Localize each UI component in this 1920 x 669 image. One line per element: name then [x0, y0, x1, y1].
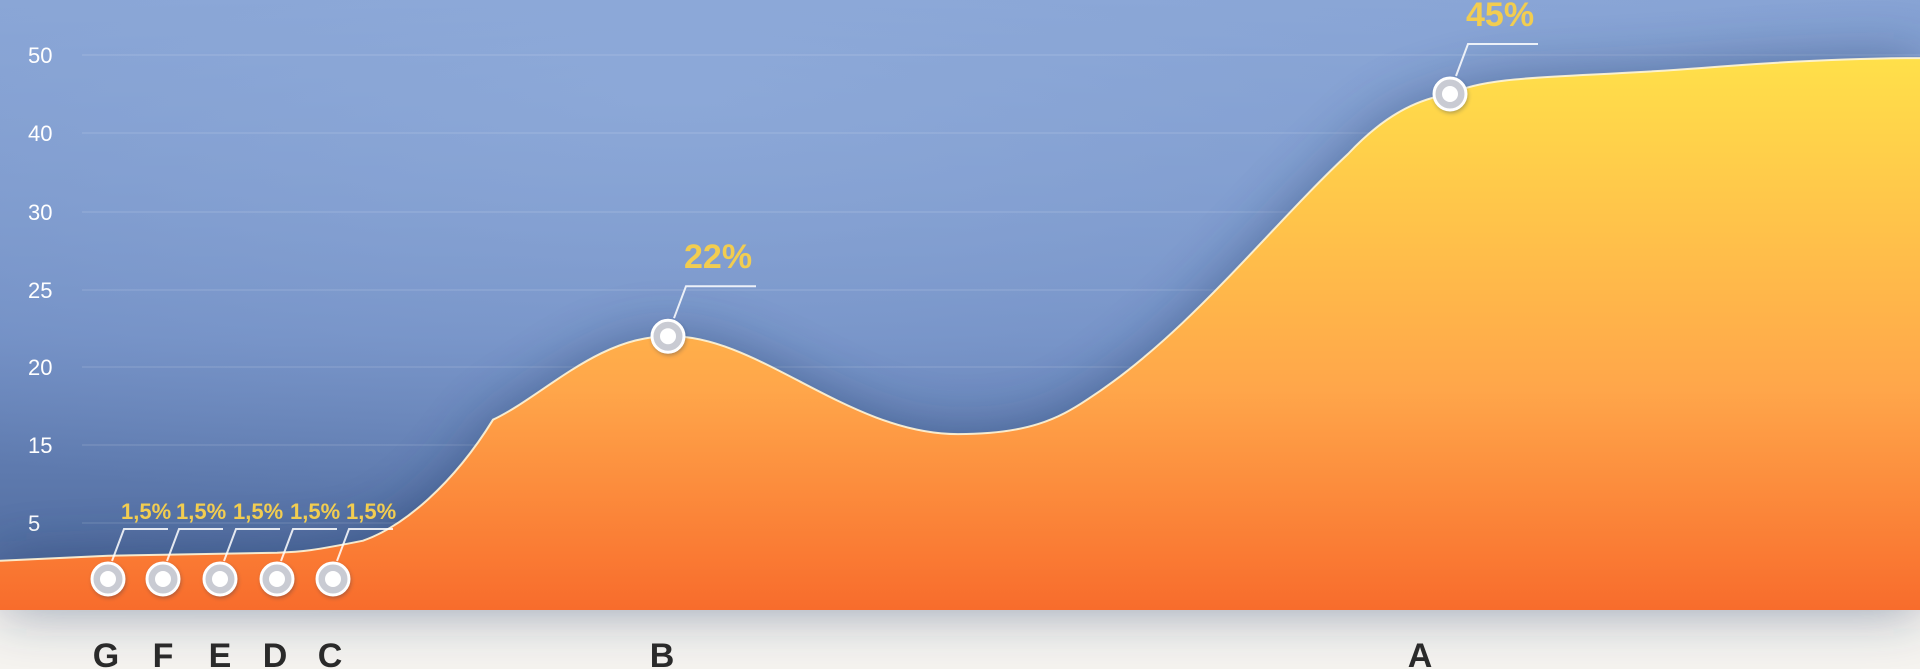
data-markers: 1,5% 1,5% 1,5% 1,5% 1,5%22%45% — [90, 0, 1538, 598]
leader-line — [673, 285, 756, 319]
y-tick-label: 50 — [28, 43, 52, 68]
data-point-B: 22% — [650, 238, 756, 356]
marker-dot — [1442, 86, 1458, 102]
marker-dot — [155, 571, 171, 587]
data-point-A: 45% — [1432, 0, 1538, 113]
y-tick-label: 25 — [28, 278, 52, 303]
data-label: 1,5% — [121, 499, 171, 524]
marker-dot — [325, 571, 341, 587]
data-point-F: 1,5% — [145, 499, 226, 598]
x-category-label: A — [1408, 637, 1433, 669]
y-axis-ticks: 5 15 20 25 30 40 50 — [28, 43, 52, 536]
x-category-label: D — [263, 637, 288, 669]
leader-line — [166, 528, 223, 562]
data-label: 22% — [684, 238, 752, 276]
marker-dot — [269, 571, 285, 587]
y-tick-label: 30 — [28, 200, 52, 225]
data-point-C: 1,5% — [315, 499, 396, 598]
data-label: 1,5% — [176, 499, 226, 524]
marker-dot — [100, 571, 116, 587]
x-category-label: C — [318, 637, 343, 669]
data-label: 1,5% — [346, 499, 396, 524]
leader-line — [223, 528, 280, 562]
x-category-label: F — [153, 637, 174, 669]
y-tick-label: 40 — [28, 121, 52, 146]
leader-line — [111, 528, 168, 562]
area-edge-line — [0, 57, 1920, 562]
leader-line — [1455, 43, 1538, 77]
data-point-G: 1,5% — [90, 499, 171, 598]
x-category-label: B — [650, 637, 675, 669]
leader-line — [336, 528, 393, 562]
x-category-label: E — [209, 637, 232, 669]
y-tick-label: 5 — [28, 511, 40, 536]
data-point-E: 1,5% — [202, 499, 283, 598]
y-tick-label: 15 — [28, 433, 52, 458]
data-label: 1,5% — [290, 499, 340, 524]
data-label: 1,5% — [233, 499, 283, 524]
leader-line — [280, 528, 337, 562]
data-label: 45% — [1466, 0, 1534, 34]
data-point-D: 1,5% — [259, 499, 340, 598]
y-tick-label: 20 — [28, 355, 52, 380]
marker-dot — [212, 571, 228, 587]
marker-dot — [660, 328, 676, 345]
footer-band — [0, 610, 1920, 669]
x-category-label: G — [93, 637, 119, 669]
area-series — [0, 58, 1920, 611]
